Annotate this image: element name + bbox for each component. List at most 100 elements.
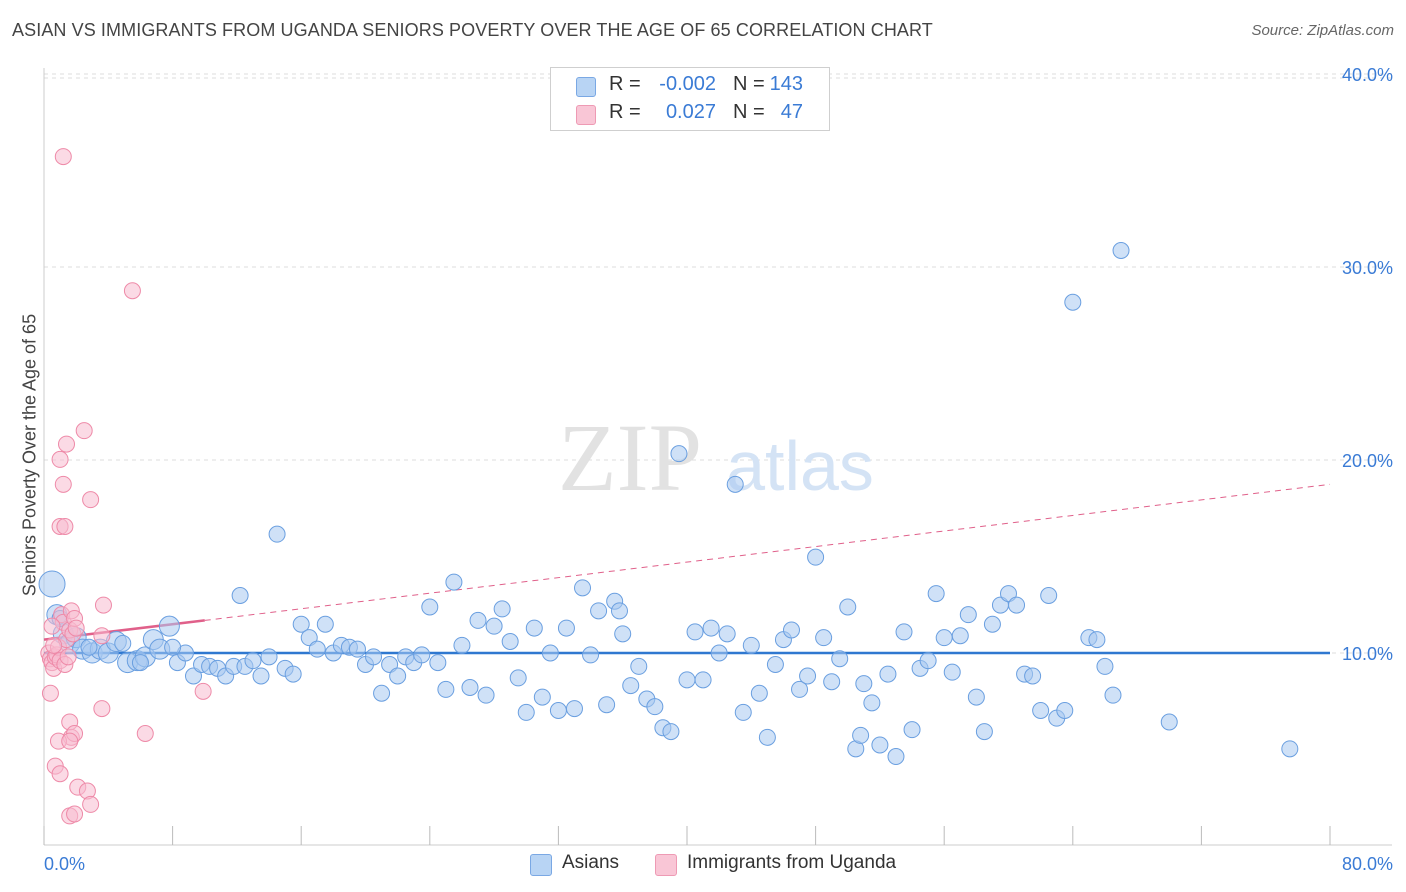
asian-point [461, 679, 479, 696]
asian-point [284, 665, 302, 683]
uganda-point [43, 617, 61, 635]
legend-r-value: 0.027 [665, 101, 716, 123]
asian-point [694, 671, 712, 689]
asian-point [935, 629, 953, 647]
uganda-point [82, 491, 100, 509]
asian-point [1104, 686, 1122, 704]
asian-point [453, 636, 471, 654]
asian-point [1160, 713, 1178, 731]
asian-point [1008, 596, 1026, 614]
asian-point [807, 548, 825, 566]
asian-point [622, 677, 640, 695]
uganda-point [61, 732, 79, 750]
legend-r-label: R = [609, 101, 641, 123]
asian-point [445, 573, 463, 591]
asians-legend-label: Asians [562, 852, 620, 873]
asian-point [1064, 293, 1082, 311]
uganda-point [123, 282, 141, 300]
asian-point [582, 646, 600, 664]
legend-n-label: N = [733, 73, 765, 95]
asian-point [839, 598, 857, 616]
data-points [38, 148, 1299, 825]
asian-point [662, 723, 680, 741]
legend-r-label: R = [609, 73, 641, 95]
asian-point [903, 721, 921, 739]
asian-point [501, 633, 519, 650]
asian-point [300, 629, 318, 647]
uganda-point [94, 596, 112, 614]
asian-point [742, 636, 760, 654]
asian-point [871, 736, 889, 754]
asian-point [670, 445, 688, 463]
asian-point [533, 688, 551, 706]
asian-point [598, 696, 616, 714]
asian-point [549, 702, 567, 719]
asian-point [517, 703, 535, 721]
uganda-point [51, 450, 69, 468]
asian-point [493, 600, 511, 618]
asian-point [855, 675, 873, 693]
uganda-point [54, 148, 72, 166]
asian-point [791, 680, 809, 698]
asian-point [292, 615, 310, 633]
legend-n-value: 143 [769, 73, 803, 95]
asian-point [1024, 667, 1042, 685]
asian-point [815, 629, 833, 647]
uganda-point [41, 684, 59, 702]
asian-point [975, 723, 993, 741]
asian-point [164, 638, 182, 656]
asian-point [943, 663, 961, 681]
uganda-legend-swatch [655, 854, 677, 876]
y-tick-label: 20.0% [1342, 451, 1393, 471]
asian-point [158, 615, 180, 637]
asian-point [646, 698, 664, 716]
asian-point [718, 625, 736, 643]
asian-point [726, 475, 744, 493]
uganda-swatch [576, 105, 596, 125]
y-tick-label: 10.0% [1342, 644, 1393, 664]
legend-row-asians: R = -0.002 N = 143 [551, 73, 829, 99]
tick-labels: 10.0% 20.0% 30.0% 40.0% 0.0% 80.0% [44, 65, 1393, 874]
asian-point [927, 585, 945, 603]
asian-point [678, 671, 696, 689]
legend-row-uganda: R = 0.027 N = 47 [551, 101, 829, 127]
uganda-point [82, 795, 100, 813]
asian-point [114, 634, 132, 652]
y-tick-label: 40.0% [1342, 65, 1393, 85]
asian-point [429, 654, 447, 672]
asian-point [758, 728, 776, 746]
legend-r-value: -0.002 [659, 73, 716, 95]
x-tick-label: 80.0% [1342, 854, 1393, 874]
asian-point [1056, 702, 1074, 719]
x-tick-label: 0.0% [44, 854, 85, 874]
asian-point [437, 680, 455, 698]
asian-point [1281, 740, 1299, 758]
asian-point [852, 726, 870, 744]
uganda-point [56, 518, 74, 535]
legend-n-value: 47 [780, 101, 803, 123]
y-tick-label: 30.0% [1342, 258, 1393, 278]
asian-point [574, 579, 592, 597]
asian-point [887, 748, 905, 765]
asian-point [389, 667, 407, 685]
uganda-trend-extension [204, 483, 1331, 621]
uganda-point [58, 435, 76, 453]
asian-point [260, 648, 278, 666]
asian-point [750, 684, 768, 702]
asian-point [1040, 587, 1058, 604]
uganda-point [136, 725, 154, 742]
chart-title: ASIAN VS IMMIGRANTS FROM UGANDA SENIORS … [12, 20, 933, 40]
asian-point [734, 703, 752, 721]
uganda-point [67, 619, 85, 637]
asian-point [485, 617, 503, 635]
asian-point [565, 700, 583, 718]
uganda-point [54, 475, 72, 493]
asian-point [1088, 631, 1106, 649]
legend-n-label: N = [733, 101, 765, 123]
uganda-point [66, 805, 84, 823]
asian-point [951, 627, 969, 645]
correlation-legend: R = -0.002 N = 143 R = 0.027 N = 47 [550, 67, 830, 131]
asian-point [614, 625, 632, 643]
asian-point [1112, 242, 1130, 259]
asian-point [710, 644, 728, 662]
